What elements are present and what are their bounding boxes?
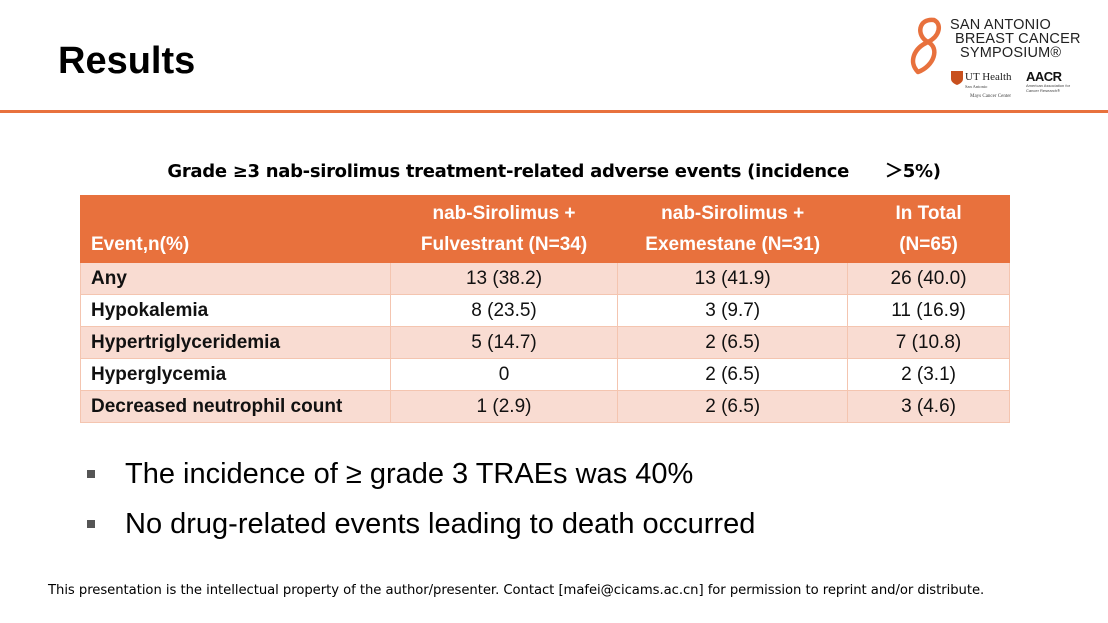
cell-total: 3 (4.6): [847, 390, 1010, 423]
aacr-sub: American Association for Cancer Research…: [1026, 83, 1071, 93]
header-exemestane-line2: Exemestane (N=31): [645, 234, 821, 255]
header-fulvestrant-line2: Fulvestrant (N=34): [420, 234, 588, 255]
cell-exemestane: 2 (6.5): [617, 358, 849, 391]
cell-event: Hyperglycemia: [80, 358, 391, 391]
sabcs-logo: SAN ANTONIO BREAST CANCER SYMPOSIUM® UT …: [904, 14, 1100, 106]
ut-health-logo: UT Health: [965, 71, 1012, 83]
table-caption: Grade ≥3 nab-sirolimus treatment-related…: [0, 157, 1108, 183]
header-exemestane: nab-Sirolimus + Exemestane (N=31): [617, 195, 849, 263]
caption-tail: ＞5%): [885, 161, 941, 182]
cell-event: Hypokalemia: [80, 294, 391, 327]
table-row: Hyperglycemia 0 2 (6.5) 2 (3.1): [80, 358, 1010, 391]
ribbon-logo-icon: [910, 17, 942, 75]
logo-text-line2: BREAST CANCER: [955, 31, 1081, 47]
header-fulvestrant-line1: nab-Sirolimus +: [432, 203, 576, 224]
bullet-text: The incidence of ≥ grade 3 TRAEs was 40%: [125, 458, 694, 490]
table-row: Hypertriglyceridemia 5 (14.7) 2 (6.5) 7 …: [80, 326, 1010, 359]
logo-text-line3: SYMPOSIUM®: [960, 45, 1062, 61]
cell-exemestane: 3 (9.7): [617, 294, 849, 327]
header-exemestane-line1: nab-Sirolimus +: [661, 203, 805, 224]
bullet-square-icon: [87, 470, 95, 478]
table-row: Decreased neutrophil count 1 (2.9) 2 (6.…: [80, 390, 1010, 423]
ut-shield-icon: [951, 71, 963, 85]
cell-total: 11 (16.9): [847, 294, 1010, 327]
cell-exemestane: 2 (6.5): [617, 390, 849, 423]
header-total-line2: (N=65): [899, 234, 958, 255]
cell-exemestane: 13 (41.9): [617, 262, 849, 295]
header-event: Event,n(%): [80, 195, 391, 263]
header-total-line1: In Total: [895, 203, 962, 224]
copyright-footer: This presentation is the intellectual pr…: [48, 583, 985, 598]
table-row: Any 13 (38.2) 13 (41.9) 26 (40.0): [80, 262, 1010, 295]
cell-fulvestrant: 8 (23.5): [389, 294, 619, 327]
cell-fulvestrant: 1 (2.9): [389, 390, 619, 423]
bullet-square-icon: [87, 520, 95, 528]
adverse-events-table: Event,n(%) nab-Sirolimus + Fulvestrant (N…: [80, 195, 1010, 423]
table-header-row: Event,n(%) nab-Sirolimus + Fulvestrant (N…: [80, 195, 1010, 263]
table-row: Hypokalemia 8 (23.5) 3 (9.7) 11 (16.9): [80, 294, 1010, 327]
cell-exemestane: 2 (6.5): [617, 326, 849, 359]
cell-total: 2 (3.1): [847, 358, 1010, 391]
cell-event: Any: [80, 262, 391, 295]
cell-fulvestrant: 0: [389, 358, 619, 391]
caption-text: Grade ≥3 nab-sirolimus treatment-related…: [167, 161, 850, 182]
cell-fulvestrant: 13 (38.2): [389, 262, 619, 295]
logo-text-line1: SAN ANTONIO: [950, 17, 1052, 33]
aacr-logo: AACR: [1026, 69, 1062, 84]
ut-health-sub: San Antonio: [965, 84, 988, 89]
cell-event: Hypertriglyceridemia: [80, 326, 391, 359]
header-total: In Total (N=65): [847, 195, 1010, 263]
header-fulvestrant: nab-Sirolimus + Fulvestrant (N=34): [389, 195, 619, 263]
slide-title: Results: [58, 40, 196, 82]
bullet-text: No drug-related events leading to death …: [125, 508, 756, 540]
cell-event: Decreased neutrophil count: [80, 390, 391, 423]
cell-fulvestrant: 5 (14.7): [389, 326, 619, 359]
title-divider: [0, 110, 1108, 113]
cell-total: 26 (40.0): [847, 262, 1010, 295]
cell-total: 7 (10.8): [847, 326, 1010, 359]
ut-health-sub2: Mays Cancer Center: [970, 94, 1012, 99]
